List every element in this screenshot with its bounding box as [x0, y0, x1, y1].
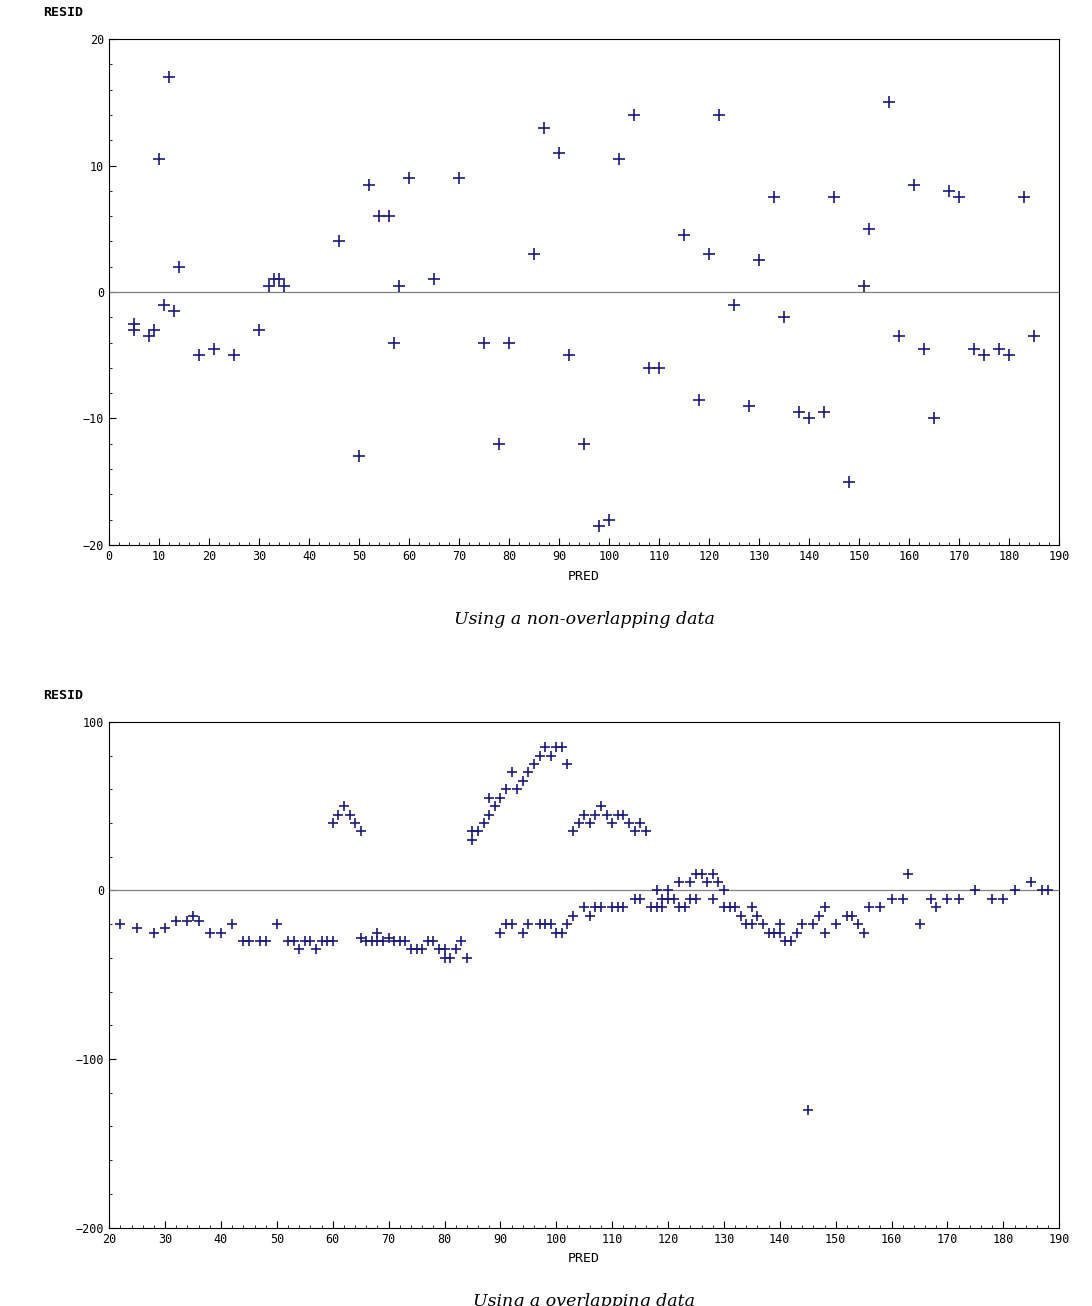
Text: RESID: RESID [43, 7, 83, 20]
Text: RESID: RESID [43, 688, 83, 701]
Text: Using a non-overlapping data: Using a non-overlapping data [454, 611, 714, 628]
Text: Using a overlapping data: Using a overlapping data [473, 1293, 696, 1306]
X-axis label: PRED: PRED [568, 569, 601, 582]
X-axis label: PRED: PRED [568, 1252, 601, 1266]
